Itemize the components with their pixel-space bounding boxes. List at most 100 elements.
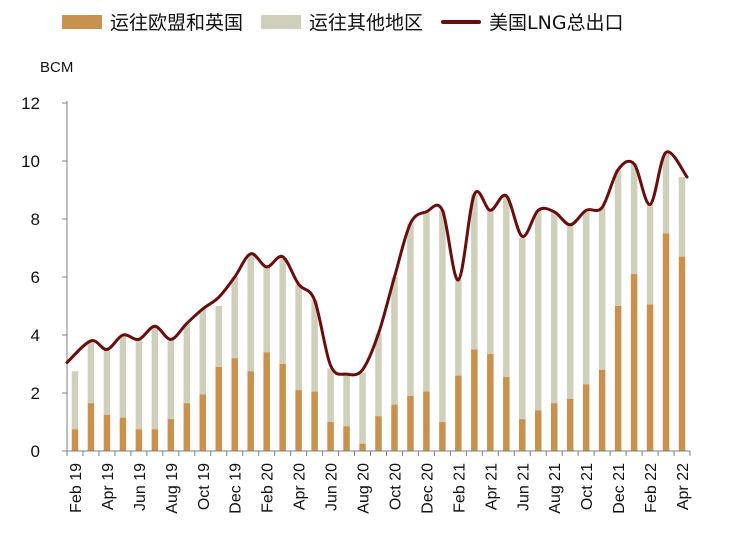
bar-eu-uk [550, 403, 558, 451]
legend-item-eu-uk: 运往欧盟和英国 [62, 8, 243, 35]
bar-other-regions [167, 339, 175, 420]
y-tick-label: 8 [31, 210, 40, 229]
bar-other-regions [439, 210, 446, 422]
bar-other-regions [135, 339, 143, 430]
x-tick-label: Feb 21 [451, 463, 468, 513]
legend-label-other: 运往其他地区 [309, 12, 424, 34]
bar-other-regions [311, 300, 318, 392]
bar-other-regions [566, 224, 574, 399]
bar-eu-uk [71, 429, 79, 451]
bar-other-regions [215, 306, 223, 367]
bar-eu-uk [534, 410, 542, 451]
bar-other-regions [646, 203, 654, 305]
y-tick-label: 12 [21, 94, 40, 113]
bar-other-regions [598, 207, 606, 370]
legend-label-eu-uk: 运往欧盟和英国 [110, 12, 244, 34]
bar-other-regions [487, 210, 494, 354]
bar-other-regions [375, 333, 382, 417]
bar-eu-uk [215, 366, 223, 451]
x-tick-label: Apr 22 [675, 463, 692, 510]
bar-other-regions [263, 266, 270, 353]
bar-eu-uk [183, 403, 191, 451]
bar-eu-uk [327, 422, 334, 451]
y-tick-label: 2 [31, 384, 40, 403]
bar-eu-uk [263, 352, 270, 451]
bar-other-regions [327, 368, 334, 422]
bar-other-regions [534, 210, 542, 411]
bar-other-regions [423, 211, 430, 392]
bar-eu-uk [359, 443, 366, 451]
bar-eu-uk [662, 233, 670, 451]
bar-eu-uk [87, 403, 95, 451]
bar-other-regions [391, 277, 398, 405]
bar-eu-uk [167, 419, 175, 451]
legend-item-other: 运往其他地区 [261, 8, 423, 35]
bar-other-regions [550, 211, 558, 404]
bar-eu-uk [391, 404, 398, 451]
x-tick-label: Aug 20 [356, 463, 373, 514]
bar-other-regions [279, 258, 286, 364]
legend-swatch-total [441, 19, 482, 24]
bar-other-regions [582, 210, 590, 385]
bar-other-regions [455, 279, 462, 376]
bar-other-regions [103, 349, 111, 415]
bar-other-regions [71, 371, 79, 430]
bar-eu-uk [151, 429, 159, 451]
bar-other-regions [295, 284, 302, 391]
x-tick-label: Aug 21 [547, 463, 564, 514]
bar-eu-uk [646, 304, 654, 451]
bar-other-regions [407, 223, 414, 396]
x-tick-label: Apr 21 [483, 463, 500, 510]
bar-eu-uk [407, 395, 414, 451]
bar-other-regions [199, 308, 207, 395]
bar-eu-uk [439, 422, 446, 451]
bar-other-regions [614, 169, 622, 306]
bar-eu-uk [455, 375, 462, 451]
bar-eu-uk [279, 364, 286, 451]
bar-other-regions [87, 340, 95, 404]
bar-eu-uk [247, 371, 254, 451]
x-tick-label: Oct 20 [387, 463, 404, 510]
x-tick-label: Jun 20 [324, 463, 341, 511]
legend-item-total: 美国LNG总出口 [441, 8, 624, 35]
line-total-exports [65, 150, 689, 377]
bar-eu-uk [135, 429, 143, 451]
bar-eu-uk [295, 390, 302, 451]
bar-eu-uk [630, 274, 638, 451]
bar-other-regions [343, 372, 350, 427]
y-tick-label: 10 [21, 152, 40, 171]
bar-other-regions [247, 253, 254, 372]
bar-other-regions [678, 176, 686, 257]
x-tick-label: Oct 19 [196, 463, 213, 510]
bar-other-regions [231, 277, 238, 359]
bar-eu-uk [614, 306, 622, 451]
x-tick-label: Feb 19 [68, 463, 85, 513]
legend-label-total: 美国LNG总出口 [489, 12, 624, 34]
y-tick-label: 4 [31, 326, 40, 345]
bar-eu-uk [311, 391, 318, 451]
x-tick-label: Jun 19 [132, 463, 149, 511]
x-tick-label: Aug 19 [164, 463, 181, 514]
x-tick-label: Dec 19 [228, 463, 245, 514]
bar-eu-uk [343, 426, 350, 451]
y-tick-label: 0 [31, 442, 40, 461]
legend: 运往欧盟和英国 运往其他地区 美国LNG总出口 [62, 8, 624, 35]
x-tick-label: Dec 21 [611, 463, 628, 514]
bar-eu-uk [566, 398, 574, 451]
legend-swatch-other [261, 14, 302, 29]
bar-eu-uk [119, 417, 127, 451]
bar-other-regions [119, 335, 127, 418]
x-tick-label: Apr 20 [292, 463, 309, 510]
x-tick-label: Feb 20 [260, 463, 277, 513]
bar-eu-uk [103, 414, 111, 451]
bar-other-regions [359, 372, 366, 444]
bar-other-regions [662, 152, 670, 234]
y-axis-unit-label: BCM [40, 59, 74, 76]
bar-other-regions [471, 194, 478, 350]
bar-other-regions [503, 195, 510, 378]
y-tick-label: 6 [31, 268, 40, 287]
x-tick-label: Feb 22 [643, 463, 660, 513]
bar-eu-uk [678, 256, 686, 451]
bar-eu-uk [199, 394, 207, 451]
